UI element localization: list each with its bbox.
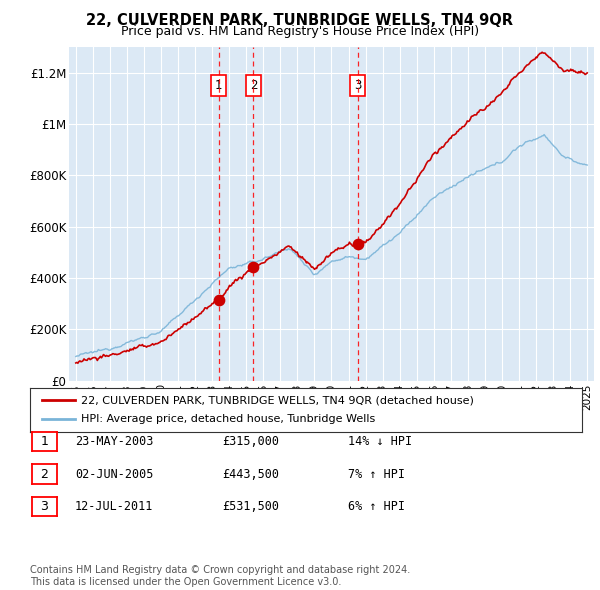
Point [248, 262, 258, 271]
Text: £315,000: £315,000 [222, 435, 279, 448]
Text: £443,500: £443,500 [222, 468, 279, 481]
Text: 12-JUL-2011: 12-JUL-2011 [75, 500, 154, 513]
Text: 3: 3 [40, 500, 49, 513]
Text: 22, CULVERDEN PARK, TUNBRIDGE WELLS, TN4 9QR: 22, CULVERDEN PARK, TUNBRIDGE WELLS, TN4… [86, 13, 514, 28]
Text: Price paid vs. HM Land Registry's House Price Index (HPI): Price paid vs. HM Land Registry's House … [121, 25, 479, 38]
Text: £531,500: £531,500 [222, 500, 279, 513]
Point [214, 295, 223, 304]
Text: Contains HM Land Registry data © Crown copyright and database right 2024.
This d: Contains HM Land Registry data © Crown c… [30, 565, 410, 587]
Text: 23-MAY-2003: 23-MAY-2003 [75, 435, 154, 448]
Text: 1: 1 [215, 79, 223, 92]
Point [353, 240, 362, 249]
Text: 7% ↑ HPI: 7% ↑ HPI [348, 468, 405, 481]
Text: 6% ↑ HPI: 6% ↑ HPI [348, 500, 405, 513]
Text: 1: 1 [40, 435, 49, 448]
Text: 2: 2 [250, 79, 257, 92]
Text: HPI: Average price, detached house, Tunbridge Wells: HPI: Average price, detached house, Tunb… [81, 415, 375, 424]
Text: 22, CULVERDEN PARK, TUNBRIDGE WELLS, TN4 9QR (detached house): 22, CULVERDEN PARK, TUNBRIDGE WELLS, TN4… [81, 395, 474, 405]
Text: 14% ↓ HPI: 14% ↓ HPI [348, 435, 412, 448]
Text: 2: 2 [40, 467, 49, 481]
Text: 02-JUN-2005: 02-JUN-2005 [75, 468, 154, 481]
Text: 3: 3 [354, 79, 361, 92]
